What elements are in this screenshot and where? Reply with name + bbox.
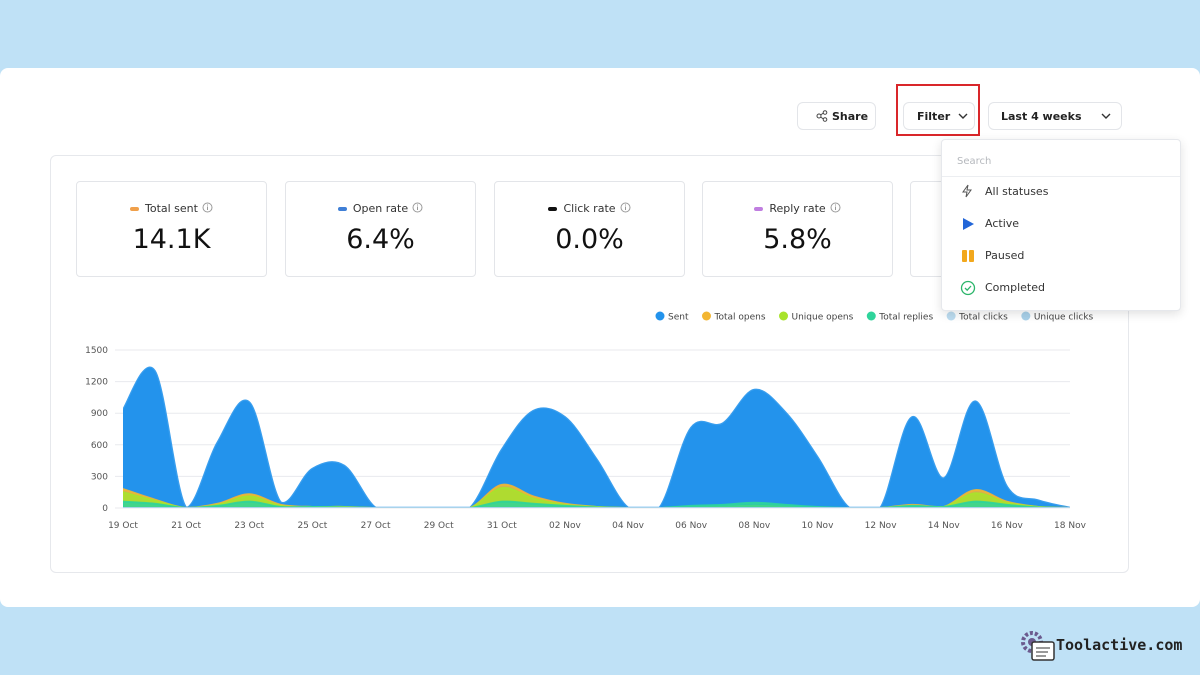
- legend-label: Total replies: [878, 313, 933, 323]
- info-icon: [202, 202, 213, 213]
- legend-label: Total clicks: [958, 313, 1008, 323]
- x-tick-label: 27 Oct: [361, 521, 391, 531]
- stat-value: 6.4%: [346, 224, 415, 255]
- legend-marker: [655, 311, 665, 321]
- stat-dot: [130, 207, 139, 211]
- y-tick-label: 1500: [85, 346, 108, 356]
- status-dropdown: Search All statuses Active Paused Comple…: [941, 139, 1181, 311]
- chevron: [958, 113, 968, 119]
- stat-label-row: Reply rate: [703, 202, 892, 215]
- filter-button[interactable]: Filter: [903, 102, 975, 130]
- x-tick-label: 04 Nov: [612, 521, 645, 531]
- stat-dot: [337, 207, 347, 211]
- x-tick-label: 12 Nov: [865, 521, 898, 531]
- stat-dot: [754, 207, 764, 211]
- x-tick-label: 08 Nov: [738, 521, 771, 531]
- x-tick-label: 29 Oct: [424, 521, 454, 531]
- stat-label-row: Click rate: [495, 202, 684, 215]
- x-tick-label: 18 Nov: [1054, 521, 1087, 531]
- x-tick-label: 23 Oct: [234, 521, 264, 531]
- stat-label: Reply rate: [769, 202, 826, 215]
- share-label: Share: [832, 109, 869, 123]
- chart: 0 300 600 900 1200 1500 19 Oct 21 Oct 23 Oct 25 O…: [85, 311, 1094, 531]
- y-tick-label: 300: [91, 472, 108, 482]
- info-icon: [620, 202, 631, 213]
- stat-value: 0.0%: [555, 224, 624, 255]
- highlight-box: [896, 84, 980, 136]
- info-icon: [412, 202, 423, 213]
- stat-dot: [548, 207, 558, 211]
- status-option[interactable]: Completed: [985, 281, 1045, 294]
- range-select[interactable]: Last 4 weeks: [988, 102, 1122, 130]
- legend-label: Total opens: [713, 313, 765, 323]
- stat-value: 5.8%: [763, 224, 832, 255]
- filter-label: Filter: [917, 109, 951, 123]
- y-tick-label: 900: [91, 409, 108, 419]
- watermark: Toolactive.com: [1056, 636, 1183, 654]
- stat-label: Total sent: [145, 202, 198, 215]
- x-tick-label: 02 Nov: [549, 521, 582, 531]
- x-tick-label: 16 Nov: [991, 521, 1024, 531]
- stat-card: Open rate 6.4%: [285, 181, 476, 277]
- chevron: [1101, 113, 1111, 119]
- share-button[interactable]: Share: [797, 102, 876, 130]
- share-icon: [816, 110, 828, 122]
- area: [123, 366, 1070, 508]
- pause-icon: [962, 250, 974, 262]
- range-label: Last 4 weeks: [1001, 109, 1082, 123]
- legend-label: Unique clicks: [1034, 313, 1094, 323]
- legend-marker: [701, 311, 711, 321]
- search-input[interactable]: Search: [957, 156, 992, 167]
- x-tick-label: 31 Oct: [487, 521, 517, 531]
- stat-card: Click rate 0.0%: [494, 181, 685, 277]
- stat-label: Click rate: [563, 202, 616, 215]
- legend-marker: [866, 311, 876, 321]
- stat-label-row: Open rate: [286, 202, 475, 215]
- panel: [50, 155, 1129, 573]
- check-icon: [960, 280, 976, 296]
- logo-icon: [1021, 631, 1055, 661]
- y-tick-label: 600: [91, 441, 108, 451]
- status-option[interactable]: Active: [985, 217, 1020, 230]
- x-tick-label: 19 Oct: [108, 521, 138, 531]
- stat-value: 14.1K: [132, 224, 211, 255]
- stat-card: Total sent 14.1K: [76, 181, 267, 277]
- y-tick-label: 0: [102, 504, 108, 514]
- legend-label: Unique opens: [792, 313, 854, 323]
- x-tick-label: 25 Oct: [297, 521, 327, 531]
- stat-card: Reply rate 5.8%: [702, 181, 893, 277]
- status-option[interactable]: All statuses: [985, 185, 1049, 198]
- status-option[interactable]: Paused: [985, 249, 1025, 262]
- divider: [942, 176, 1180, 177]
- x-tick-label: 14 Nov: [928, 521, 961, 531]
- legend-marker: [946, 311, 956, 321]
- x-tick-label: 06 Nov: [675, 521, 708, 531]
- stat-label-row: Total sent: [77, 202, 266, 215]
- legend-marker: [1021, 311, 1031, 321]
- x-tick-label: 21 Oct: [171, 521, 201, 531]
- y-tick-label: 1200: [85, 378, 108, 388]
- legend-marker: [779, 311, 789, 321]
- play-icon: [963, 218, 974, 230]
- info-icon: [830, 202, 841, 213]
- stat-label: Open rate: [352, 202, 409, 215]
- bolt-icon: [962, 184, 972, 198]
- legend-label: Sent: [668, 313, 689, 323]
- x-tick-label: 10 Nov: [802, 521, 835, 531]
